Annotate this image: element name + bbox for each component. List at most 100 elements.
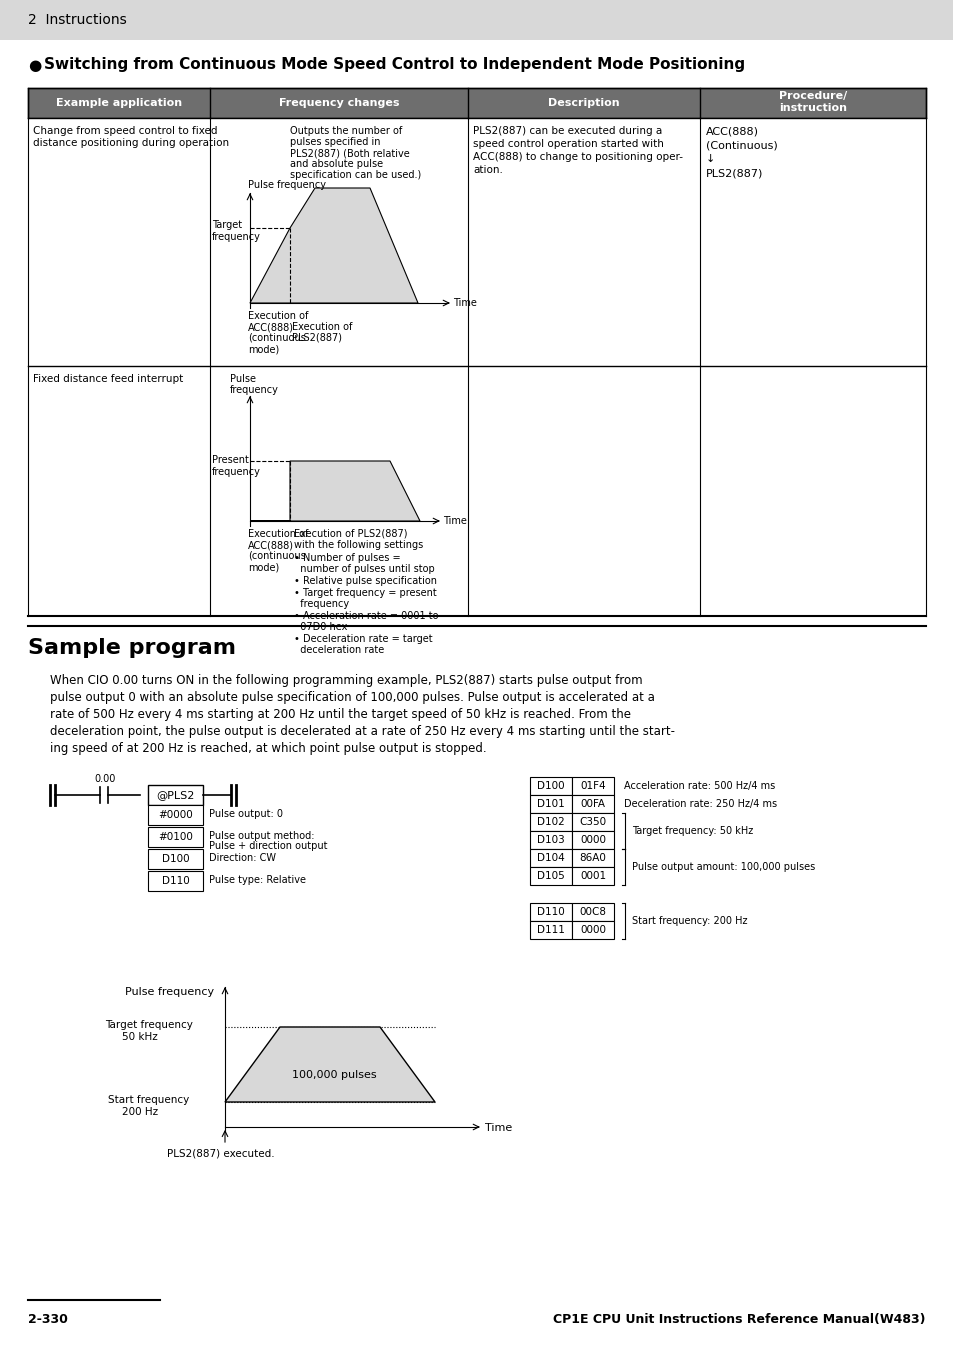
Text: (continuous: (continuous [248, 333, 305, 343]
Text: rate of 500 Hz every 4 ms starting at 200 Hz until the target speed of 50 kHz is: rate of 500 Hz every 4 ms starting at 20… [50, 707, 630, 721]
Text: mode): mode) [248, 562, 279, 572]
Text: Pulse + direction output: Pulse + direction output [209, 841, 327, 850]
Text: 01F4: 01F4 [579, 782, 605, 791]
Bar [530, 778, 572, 795]
Text: Change from speed control to fixed: Change from speed control to fixed [33, 126, 217, 136]
Text: PLS2(887) (Both relative: PLS2(887) (Both relative [290, 148, 410, 158]
Text: ACC(888): ACC(888) [248, 323, 294, 332]
Bar [530, 921, 572, 940]
Bar [572, 778, 614, 795]
Text: Time: Time [484, 1123, 512, 1133]
Text: PLS2(887): PLS2(887) [292, 333, 341, 343]
Text: speed control operation started with: speed control operation started with [473, 139, 663, 148]
Text: 00C8: 00C8 [578, 907, 606, 917]
Text: Pulse type: Relative: Pulse type: Relative [209, 875, 306, 886]
Text: Target frequency: 50 kHz: Target frequency: 50 kHz [631, 826, 753, 836]
Text: Execution of PLS2(887): Execution of PLS2(887) [294, 529, 407, 539]
Text: (continuous: (continuous [248, 551, 305, 562]
Text: ●: ● [28, 58, 41, 73]
Text: pulses specified in: pulses specified in [290, 136, 380, 147]
Text: D105: D105 [537, 871, 564, 882]
Bar [530, 903, 572, 921]
Text: Time: Time [453, 298, 476, 308]
Text: instruction: instruction [779, 103, 846, 113]
Text: Sample program: Sample program [28, 639, 235, 657]
Text: Target frequency: Target frequency [105, 1021, 193, 1030]
Text: Pulse frequency: Pulse frequency [248, 180, 326, 190]
Bar [572, 795, 614, 813]
Text: frequency: frequency [212, 467, 260, 477]
Text: ACC(888): ACC(888) [248, 540, 294, 549]
Text: Execution of: Execution of [248, 529, 308, 539]
Text: Start frequency: 200 Hz: Start frequency: 200 Hz [631, 917, 747, 926]
Text: frequency: frequency [230, 385, 278, 396]
Text: distance positioning during operation: distance positioning during operation [33, 138, 229, 148]
Text: Direction: CW: Direction: CW [209, 853, 275, 863]
Text: Execution of: Execution of [292, 323, 352, 332]
Bar [572, 813, 614, 832]
Text: ↓: ↓ [705, 154, 715, 163]
Text: #0100: #0100 [158, 832, 193, 842]
Text: deceleration rate: deceleration rate [294, 645, 384, 655]
Text: • Deceleration rate = target: • Deceleration rate = target [294, 634, 432, 644]
Text: pulse output 0 with an absolute pulse specification of 100,000 pulses. Pulse out: pulse output 0 with an absolute pulse sp… [50, 691, 654, 703]
Text: Fixed distance feed interrupt: Fixed distance feed interrupt [33, 374, 183, 383]
Text: (Continuous): (Continuous) [705, 140, 777, 150]
Text: Pulse frequency: Pulse frequency [125, 987, 213, 998]
Polygon shape [250, 188, 417, 302]
Text: number of pulses until stop: number of pulses until stop [294, 564, 435, 574]
Text: deceleration point, the pulse output is decelerated at a rate of 250 Hz every 4 : deceleration point, the pulse output is … [50, 725, 675, 738]
Text: 0.00: 0.00 [94, 774, 115, 784]
Bar [148, 871, 203, 891]
Text: D104: D104 [537, 853, 564, 863]
Text: Pulse output method:: Pulse output method: [209, 832, 314, 841]
Bar [28, 88, 925, 117]
Text: @PLS2: @PLS2 [156, 790, 194, 801]
Text: frequency: frequency [212, 232, 260, 242]
Text: Acceleration rate: 500 Hz/4 ms: Acceleration rate: 500 Hz/4 ms [623, 782, 775, 791]
Text: D111: D111 [537, 925, 564, 936]
Bar [572, 903, 614, 921]
Text: PLS2(887) executed.: PLS2(887) executed. [167, 1149, 274, 1160]
Text: 2-330: 2-330 [28, 1314, 68, 1326]
Text: CP1E CPU Unit Instructions Reference Manual(W483): CP1E CPU Unit Instructions Reference Man… [553, 1314, 925, 1326]
Bar [530, 813, 572, 832]
Text: 100,000 pulses: 100,000 pulses [292, 1069, 376, 1080]
Text: D100: D100 [537, 782, 564, 791]
Text: • Acceleration rate = 0001 to: • Acceleration rate = 0001 to [294, 612, 438, 621]
Text: Outputs the number of: Outputs the number of [290, 126, 402, 136]
Text: D102: D102 [537, 817, 564, 828]
Text: D103: D103 [537, 836, 564, 845]
Bar [148, 849, 203, 869]
Bar [572, 921, 614, 940]
Text: D101: D101 [537, 799, 564, 809]
Text: and absolute pulse: and absolute pulse [290, 159, 383, 169]
Text: PLS2(887) can be executed during a: PLS2(887) can be executed during a [473, 126, 661, 136]
Bar [148, 784, 203, 805]
Bar [0, 0, 953, 40]
Text: 07D0 hex: 07D0 hex [294, 622, 347, 632]
Text: D110: D110 [161, 876, 190, 886]
Text: D110: D110 [537, 907, 564, 917]
Text: 2  Instructions: 2 Instructions [28, 14, 127, 27]
Text: D100: D100 [161, 855, 189, 864]
Bar [28, 117, 925, 366]
Text: 0001: 0001 [579, 871, 605, 882]
Text: Procedure/: Procedure/ [778, 90, 846, 101]
Text: 50 kHz: 50 kHz [122, 1031, 157, 1042]
Text: Pulse output amount: 100,000 pulses: Pulse output amount: 100,000 pulses [631, 863, 815, 872]
Text: • Target frequency = present: • Target frequency = present [294, 589, 436, 598]
Bar [572, 867, 614, 886]
Text: #0000: #0000 [158, 810, 193, 819]
Text: ACC(888): ACC(888) [705, 126, 759, 136]
Text: Description: Description [548, 99, 619, 108]
Text: Time: Time [442, 516, 466, 526]
Text: When CIO 0.00 turns ON in the following programming example, PLS2(887) starts pu: When CIO 0.00 turns ON in the following … [50, 674, 642, 687]
Text: PLS2(887): PLS2(887) [705, 167, 762, 178]
Text: Execution of: Execution of [248, 310, 308, 321]
Text: Target: Target [212, 220, 242, 230]
Text: Pulse: Pulse [230, 374, 255, 383]
Bar [530, 832, 572, 849]
Text: ing speed of at 200 Hz is reached, at which point pulse output is stopped.: ing speed of at 200 Hz is reached, at wh… [50, 743, 486, 755]
Text: 00FA: 00FA [579, 799, 605, 809]
